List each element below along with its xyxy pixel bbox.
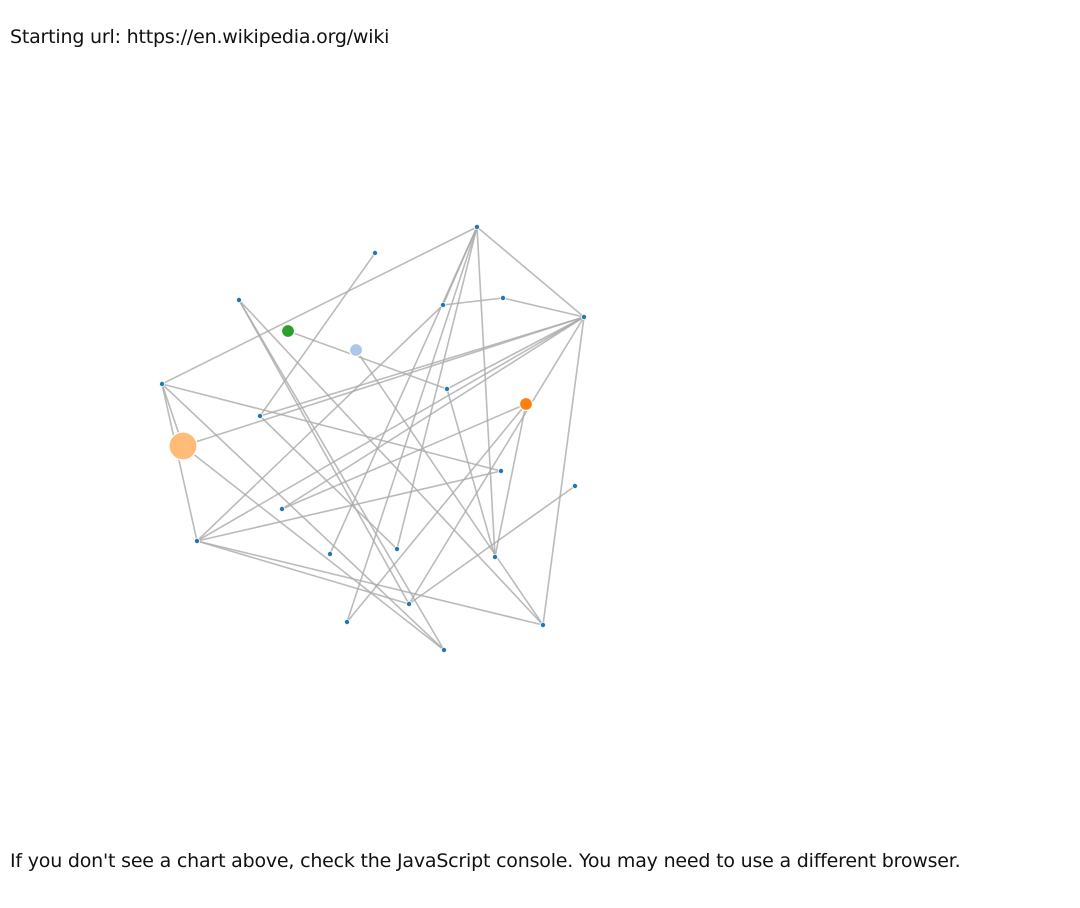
graph-link: [259, 415, 398, 550]
graph-node[interactable]: [540, 622, 547, 629]
graph-node[interactable]: [405, 601, 412, 608]
graph-node[interactable]: [439, 301, 446, 308]
graph-nodes: [158, 223, 588, 654]
graph-link: [161, 226, 478, 385]
graph-node[interactable]: [278, 505, 285, 512]
graph-node[interactable]: [326, 551, 333, 558]
graph-node[interactable]: [440, 647, 447, 654]
graph-link: [355, 349, 544, 626]
starting-url-text: Starting url: https://en.wikipedia.org/w…: [10, 26, 390, 48]
graph-link: [161, 383, 198, 542]
graph-link: [446, 316, 585, 390]
graph-link: [281, 403, 527, 510]
graph-node[interactable]: [158, 380, 165, 387]
graph-link: [476, 226, 585, 318]
graph-link: [196, 540, 544, 626]
graph-link: [196, 540, 410, 605]
graph-node[interactable]: [168, 431, 198, 461]
graph-link: [196, 470, 502, 542]
graph-link: [494, 403, 527, 558]
graph-node[interactable]: [256, 412, 263, 419]
graph-node[interactable]: [581, 313, 588, 320]
graph-link: [238, 299, 410, 605]
graph-link: [182, 316, 585, 447]
graph-link: [182, 445, 445, 651]
graph-link: [259, 316, 585, 417]
graph-node[interactable]: [348, 342, 364, 358]
graph-node[interactable]: [572, 482, 579, 489]
graph-link: [161, 383, 502, 472]
graph-node[interactable]: [491, 554, 498, 561]
graph-node[interactable]: [473, 223, 480, 230]
graph-node[interactable]: [518, 396, 534, 412]
graph-link: [396, 226, 478, 550]
graph-link: [281, 316, 585, 510]
graph-node[interactable]: [497, 467, 504, 474]
graph-node[interactable]: [193, 538, 200, 545]
graph-node[interactable]: [393, 546, 400, 553]
graph-link: [502, 297, 585, 318]
graph-node[interactable]: [443, 385, 450, 392]
graph-link: [408, 485, 576, 605]
graph-link: [442, 297, 504, 306]
graph-link: [259, 252, 376, 417]
graph-link: [408, 316, 585, 605]
browser-warning-text: If you don't see a chart above, check th…: [10, 850, 961, 872]
graph-node[interactable]: [499, 294, 506, 301]
graph-link: [346, 403, 527, 623]
graph-node[interactable]: [343, 619, 350, 626]
graph-node[interactable]: [235, 296, 242, 303]
graph-link: [446, 388, 496, 558]
graph-link: [346, 226, 478, 623]
graph-link: [238, 299, 445, 651]
graph-link: [476, 226, 496, 558]
graph-link: [196, 316, 585, 542]
graph-node[interactable]: [280, 323, 296, 339]
graph-node[interactable]: [371, 249, 378, 256]
graph-link: [542, 316, 585, 626]
graph-links: [161, 226, 585, 651]
graph-link: [287, 330, 448, 390]
graph-link: [196, 304, 444, 542]
graph-link: [329, 226, 478, 555]
